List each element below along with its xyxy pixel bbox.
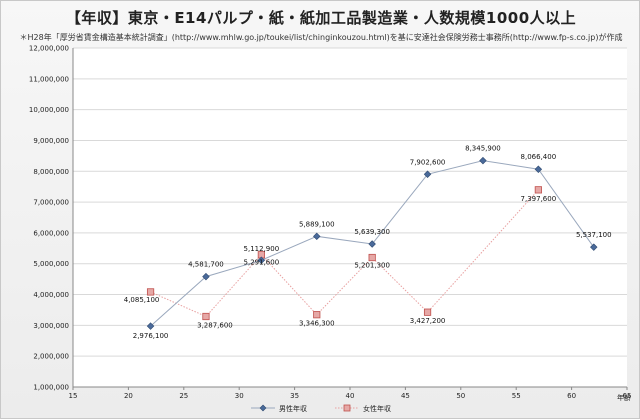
male-data-label: 5,537,100: [576, 231, 612, 239]
axes: 1,000,000 2,000,000 3,000,000 4,000,000 5,00…: [29, 45, 632, 403]
female-marker: [368, 253, 376, 262]
plot-area: [73, 48, 627, 387]
female-data-label: 7,397,600: [521, 195, 557, 203]
y-tick-label: 3,000,000: [33, 322, 69, 330]
x-tick-label: 20: [124, 392, 133, 400]
y-tick-label: 6,000,000: [33, 229, 69, 237]
y-tick-label: 10,000,000: [29, 106, 69, 114]
y-tick-label: 1,000,000: [33, 384, 69, 392]
legend-female-marker: [343, 404, 351, 412]
y-tick-label: 2,000,000: [33, 353, 69, 361]
female-marker: [202, 312, 210, 321]
male-marker: [479, 156, 487, 165]
series: [146, 156, 598, 330]
male-marker: [146, 322, 155, 330]
male-marker: [313, 232, 321, 241]
legend: 男性年収 女性年収: [251, 404, 391, 413]
female-data-label: 3,287,600: [197, 322, 233, 330]
x-tick-label: 65: [623, 392, 632, 400]
male-data-label: 8,345,900: [465, 145, 501, 153]
chart-title: 【年収】東京・E14パルプ・紙・紙加工品製造業・人数規模1000人以上: [65, 9, 577, 27]
male-data-label: 5,112,900: [244, 245, 280, 253]
legend-male-marker: [259, 404, 267, 412]
male-data-label: 5,889,100: [299, 220, 335, 228]
legend-female-label: 女性年収: [363, 404, 391, 413]
y-tick-label: 8,000,000: [33, 168, 69, 176]
y-tick-label: 7,000,000: [33, 199, 69, 207]
female-data-label: 3,427,200: [410, 317, 446, 325]
x-tick-label: 30: [235, 392, 244, 400]
x-axis-label: 年齢: [617, 393, 631, 402]
male-marker: [423, 170, 432, 178]
y-tick-label: 12,000,000: [29, 45, 69, 53]
female-data-label: 5,201,300: [354, 262, 390, 270]
x-tick-label: 35: [290, 392, 299, 400]
grid: [73, 47, 627, 388]
male-data-label: 7,902,600: [410, 158, 446, 166]
male-marker: [590, 243, 598, 251]
y-tick-label: 11,000,000: [29, 75, 69, 83]
male-marker: [534, 165, 543, 173]
female-marker: [313, 311, 321, 319]
male-data-label: 8,066,400: [521, 153, 557, 161]
legend-male-label: 男性年収: [279, 404, 307, 413]
data-labels: 2,976,100 4,581,700 5,112,900 5,889,100 5,63…: [124, 145, 612, 340]
female-data-label: 4,085,100: [124, 296, 160, 304]
chart-subtitle: ＊H28年「厚労省賃金構造基本統計調査」(http://www.mhlw.go.…: [19, 33, 623, 42]
female-marker: [146, 288, 155, 296]
female-data-label: 5,291,600: [244, 259, 280, 267]
x-tick-label: 55: [512, 392, 521, 400]
male-data-label: 5,639,300: [354, 228, 390, 236]
x-tick-label: 60: [567, 392, 576, 400]
y-tick-label: 9,000,000: [33, 137, 69, 145]
y-tick-label: 4,000,000: [33, 291, 69, 299]
male-marker: [257, 256, 266, 264]
female-marker: [423, 308, 432, 316]
x-tick-label: 45: [401, 392, 410, 400]
x-tick-label: 40: [346, 392, 355, 400]
y-tick-label: 5,000,000: [33, 260, 69, 268]
male-data-label: 4,581,700: [188, 261, 224, 269]
x-tick-label: 25: [179, 392, 188, 400]
male-marker: [202, 272, 210, 281]
female-data-label: 3,346,300: [299, 320, 335, 328]
x-tick-label: 15: [69, 392, 78, 400]
male-data-label: 2,976,100: [133, 332, 169, 340]
male-marker: [368, 240, 376, 248]
x-tick-label: 50: [456, 392, 465, 400]
female-marker: [534, 186, 542, 194]
